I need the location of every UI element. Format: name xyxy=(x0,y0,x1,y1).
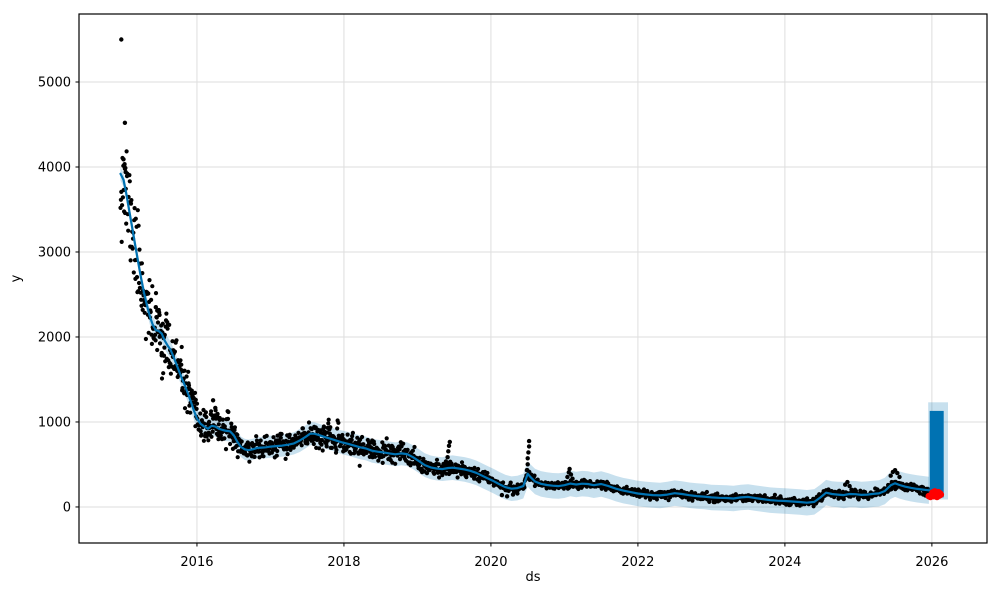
future-forecast-bar xyxy=(928,402,948,500)
tick-marks xyxy=(75,81,933,547)
svg-text:2024: 2024 xyxy=(768,555,801,570)
y-tick-labels: 0 1000 2000 3000 4000 5000 xyxy=(38,75,71,515)
x-tick-labels: 2016 2018 2020 2022 2024 2026 xyxy=(180,555,948,570)
gridlines xyxy=(79,14,987,543)
trend-line xyxy=(119,172,930,504)
x-axis-label: ds xyxy=(525,570,540,585)
axes-spines xyxy=(78,13,988,544)
y-axis-label: y xyxy=(9,274,24,282)
svg-text:2020: 2020 xyxy=(474,555,507,570)
plot-background xyxy=(79,14,987,543)
future-points-red xyxy=(925,488,945,501)
svg-text:1000: 1000 xyxy=(38,415,71,430)
svg-text:3000: 3000 xyxy=(38,245,71,260)
outlier-points xyxy=(119,37,930,499)
svg-text:2026: 2026 xyxy=(915,555,948,570)
svg-text:2018: 2018 xyxy=(327,555,360,570)
svg-text:4000: 4000 xyxy=(38,160,71,175)
svg-text:5000: 5000 xyxy=(38,75,71,90)
svg-text:2016: 2016 xyxy=(180,555,213,570)
svg-text:2022: 2022 xyxy=(621,555,654,570)
svg-text:0: 0 xyxy=(63,500,71,515)
svg-text:2000: 2000 xyxy=(38,330,71,345)
